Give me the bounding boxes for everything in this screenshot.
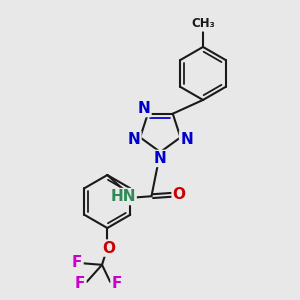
Text: N: N xyxy=(180,132,193,147)
Text: F: F xyxy=(112,276,122,291)
Text: F: F xyxy=(72,255,83,270)
Text: F: F xyxy=(75,276,86,291)
Text: N: N xyxy=(128,132,140,147)
Text: N: N xyxy=(138,101,151,116)
Text: HN: HN xyxy=(110,189,136,204)
Text: O: O xyxy=(102,241,115,256)
Text: N: N xyxy=(154,151,167,166)
Text: CH₃: CH₃ xyxy=(192,17,215,31)
Text: O: O xyxy=(172,187,186,202)
